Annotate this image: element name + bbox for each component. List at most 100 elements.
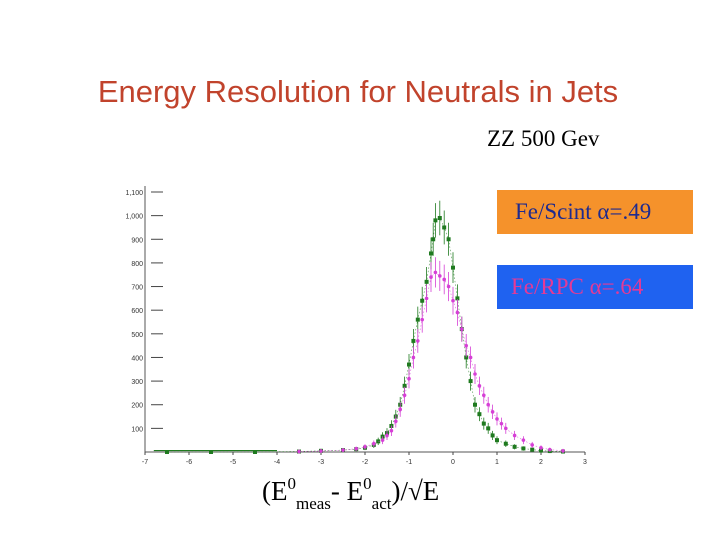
data-point	[411, 355, 416, 360]
y-tick-label: 1,000	[125, 214, 143, 221]
x-tick-label: -5	[230, 459, 236, 466]
x-tick-label: -6	[186, 459, 192, 466]
data-point	[490, 410, 495, 414]
data-point	[446, 284, 451, 289]
data-point	[420, 298, 425, 303]
y-tick-label: 800	[131, 261, 143, 268]
data-point	[385, 433, 389, 438]
data-point	[380, 438, 385, 442]
resolution-plot: 100 200 300 400 500 600 700 800 900 1,000 1,100 -7 -…	[125, 186, 587, 466]
data-point	[416, 339, 420, 343]
data-point	[424, 296, 429, 301]
data-point	[341, 448, 345, 452]
data-point	[477, 384, 482, 388]
y-tick-label: 1,100	[125, 190, 143, 197]
data-point	[411, 338, 416, 343]
data-point	[539, 445, 543, 450]
data-point	[451, 265, 455, 270]
data-point	[407, 362, 411, 367]
legend-fe-rpc-label: Fe/RPC α=.64	[511, 274, 644, 299]
data-point	[464, 355, 469, 360]
legend-fe-scint-label: Fe/Scint α=.49	[515, 199, 652, 224]
data-point	[521, 446, 526, 451]
x-label-open: (E	[262, 476, 288, 506]
x-tick-label: -4	[274, 459, 280, 466]
data-point	[433, 218, 438, 223]
data-point	[455, 296, 460, 301]
x-label-sup-2: 0	[363, 474, 372, 493]
x-tick-label: -3	[318, 459, 324, 466]
data-point	[424, 279, 429, 284]
data-point	[429, 275, 433, 279]
x-tick-label: -7	[142, 459, 148, 466]
y-tick-label: 900	[131, 237, 143, 244]
data-point	[482, 393, 486, 398]
x-tick-label: 3	[583, 459, 587, 466]
data-point	[460, 327, 464, 331]
series-fe-scint	[165, 200, 565, 454]
data-point	[253, 450, 257, 454]
data-point	[512, 433, 517, 438]
y-tick-label: 100	[131, 426, 143, 433]
slide-title: Energy Resolution for Neutrals in Jets	[97, 74, 619, 109]
data-point	[297, 449, 301, 454]
plot-axes: 100 200 300 400 500 600 700 800 900 1,000 1,100 -7 -…	[125, 186, 587, 466]
x-tick-label: 2	[539, 459, 543, 466]
x-label-minus: - E	[330, 476, 364, 506]
data-point	[561, 449, 565, 453]
data-point	[503, 441, 508, 446]
data-point	[548, 447, 552, 452]
x-label-close: )/√E	[391, 476, 440, 506]
data-point	[530, 443, 534, 447]
data-point	[473, 402, 477, 407]
data-point	[473, 372, 477, 376]
data-point	[438, 274, 442, 278]
data-point	[504, 426, 508, 431]
x-label-sub-act: act	[371, 494, 392, 513]
data-point	[209, 450, 213, 454]
series-fe-rpc	[297, 257, 565, 454]
data-point	[468, 379, 473, 384]
data-point	[499, 421, 504, 426]
data-point	[468, 355, 473, 360]
data-point	[495, 417, 499, 421]
data-point	[490, 433, 495, 438]
data-point	[433, 270, 438, 275]
data-point	[455, 310, 460, 315]
y-tick-label: 700	[131, 285, 143, 292]
data-point	[446, 237, 451, 242]
x-axis-label: (E0meas- E0act)/√E	[262, 474, 439, 514]
data-point	[394, 419, 398, 424]
data-point	[319, 449, 323, 453]
y-tick-label: 300	[131, 379, 143, 386]
x-tick-label: -2	[362, 459, 368, 466]
data-point	[407, 376, 411, 381]
data-point	[451, 298, 455, 303]
x-tick-label: 1	[495, 459, 499, 466]
data-point	[530, 447, 535, 452]
x-tick-label: -1	[406, 459, 412, 466]
data-point	[402, 383, 407, 388]
data-point	[486, 426, 491, 431]
x-label-sub-meas: meas	[295, 494, 331, 513]
y-tick-label: 200	[131, 403, 143, 410]
y-tick-label: 600	[131, 308, 143, 315]
data-point	[512, 444, 517, 449]
data-point	[521, 438, 526, 442]
data-point	[442, 277, 447, 282]
data-point	[415, 317, 420, 322]
data-point	[539, 448, 543, 453]
data-point	[398, 407, 403, 412]
data-point	[354, 446, 358, 451]
data-point	[389, 428, 394, 433]
x-label-sup-1: 0	[287, 474, 296, 493]
data-point	[376, 439, 381, 444]
data-point	[402, 393, 407, 398]
legend-fe-scint: Fe/Scint α=.49	[497, 190, 693, 234]
data-point	[429, 251, 433, 256]
series-line	[167, 217, 564, 453]
y-tick-label: 400	[131, 355, 143, 362]
x-tick-label: 0	[451, 459, 455, 466]
data-point	[464, 343, 469, 348]
data-point	[363, 445, 367, 449]
